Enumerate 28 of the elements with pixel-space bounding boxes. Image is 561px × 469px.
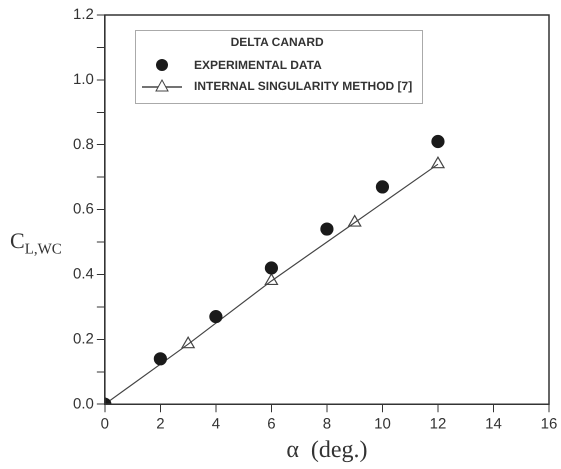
- point: [320, 222, 334, 236]
- legend-label: EXPERIMENTAL DATA: [194, 58, 322, 72]
- x-tick-label: 8: [322, 415, 332, 432]
- y-tick-label: 0.2: [72, 330, 94, 348]
- y-axis-title: C$_{L,WC}$: [10, 228, 62, 258]
- x-axis-title: α (deg.): [286, 436, 368, 463]
- y-tick-label: 1.0: [72, 71, 94, 88]
- y-tick-label: 0.8: [72, 136, 94, 153]
- point: [181, 336, 195, 348]
- y-tick-label: 0.0: [72, 395, 94, 412]
- x-tick-label: 4: [212, 415, 220, 432]
- point: [376, 180, 390, 194]
- legend-label: INTERNAL SINGULARITY METHOD [7]: [194, 79, 412, 93]
- y-tick-label: 1.2: [72, 6, 94, 24]
- x-tick-label: 6: [267, 415, 276, 432]
- x-tick-label: 0: [100, 415, 110, 432]
- y-tick-label: 0.4: [72, 266, 94, 283]
- x-tick-label: 2: [156, 415, 165, 432]
- point: [264, 261, 278, 275]
- x-tick-label: 12: [430, 415, 446, 432]
- legend-title: DELTA CANARD: [230, 35, 325, 49]
- x-tick-label: 10: [374, 415, 391, 432]
- x-tick-label: 14: [485, 415, 502, 432]
- y-tick-label: 0.6: [72, 200, 94, 218]
- point: [264, 273, 278, 286]
- x-tick-label: 16: [540, 415, 558, 432]
- point: [431, 134, 445, 148]
- point: [348, 214, 362, 227]
